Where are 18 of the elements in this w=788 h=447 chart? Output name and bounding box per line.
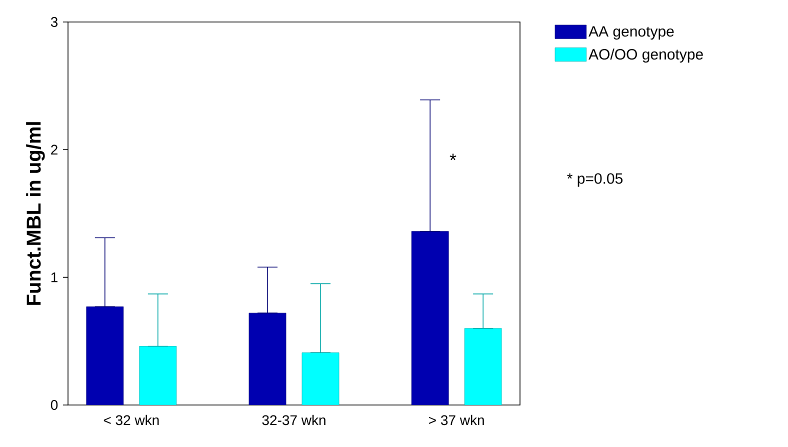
legend-label: AO/OO genotype — [588, 48, 703, 63]
y-axis-title: Funct.MBL in ug/ml — [26, 122, 45, 305]
bar — [248, 312, 286, 405]
bar — [139, 346, 177, 405]
x-tick-label: 32-37 wkn — [262, 414, 326, 426]
text: * p=0.05 — [567, 173, 623, 187]
annotation: * — [450, 154, 456, 160]
y-tick-label: 0 — [50, 400, 58, 410]
legend-label: AA genotype — [588, 26, 674, 40]
y-tick-label: 1 — [51, 272, 58, 282]
bar — [464, 328, 502, 405]
bar — [302, 352, 340, 405]
x-tick-label: > 37 wkn — [429, 414, 484, 426]
x-tick-label: < 32 wkn — [104, 414, 159, 426]
bar — [411, 231, 449, 405]
bar — [86, 306, 124, 405]
y-tick-label: 2 — [51, 144, 58, 155]
y-tick-label: 3 — [50, 17, 58, 27]
